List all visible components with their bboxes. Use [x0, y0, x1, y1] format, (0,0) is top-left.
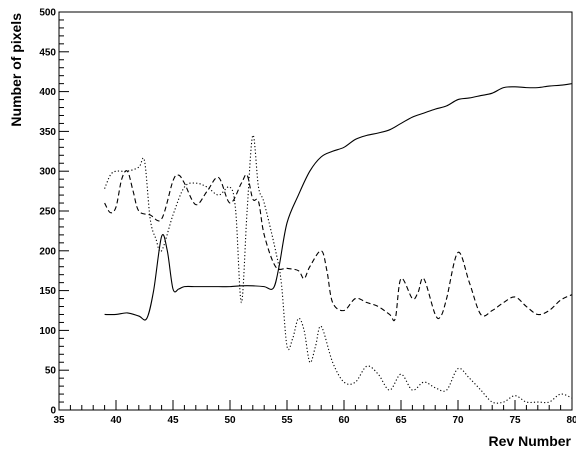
x-axis-title: Rev Number: [489, 433, 572, 449]
y-tick-label: 450: [39, 47, 56, 58]
x-tick-label: 40: [110, 415, 122, 426]
x-tick-label: 55: [281, 415, 293, 426]
y-tick-label: 400: [39, 87, 56, 98]
y-tick-label: 500: [39, 8, 56, 19]
x-tick-label: 70: [452, 415, 464, 426]
y-tick-label: 100: [39, 326, 56, 337]
series-line-solid: [104, 83, 573, 321]
series-line-dotted: [104, 134, 573, 404]
plot-frame: [58, 11, 573, 411]
x-tick-label: 50: [224, 415, 236, 426]
x-tick-label: 75: [509, 415, 521, 426]
x-tick-label: 60: [338, 415, 350, 426]
x-axis-ticks: 35 40 45 50 55 60 65 70 75 80: [53, 400, 576, 426]
series-line-dashed: [104, 170, 573, 322]
x-tick-label: 35: [53, 415, 65, 426]
x-tick-label: 80: [566, 415, 576, 426]
x-tick-label: 45: [167, 415, 179, 426]
y-tick-label: 300: [39, 167, 56, 178]
y-tick-label: 250: [39, 207, 56, 218]
y-tick-label: 350: [39, 127, 56, 138]
y-tick-label: 150: [39, 286, 56, 297]
x-tick-label: 65: [395, 415, 407, 426]
series-lines: [104, 83, 573, 404]
y-tick-label: 200: [39, 246, 56, 257]
y-tick-label: 0: [50, 406, 56, 417]
y-axis-title: Number of pixels: [8, 13, 24, 127]
y-axis-ticks: 0 50 100 150 200 250 300 350 400 450 500: [39, 8, 69, 417]
y-tick-label: 50: [45, 366, 57, 377]
